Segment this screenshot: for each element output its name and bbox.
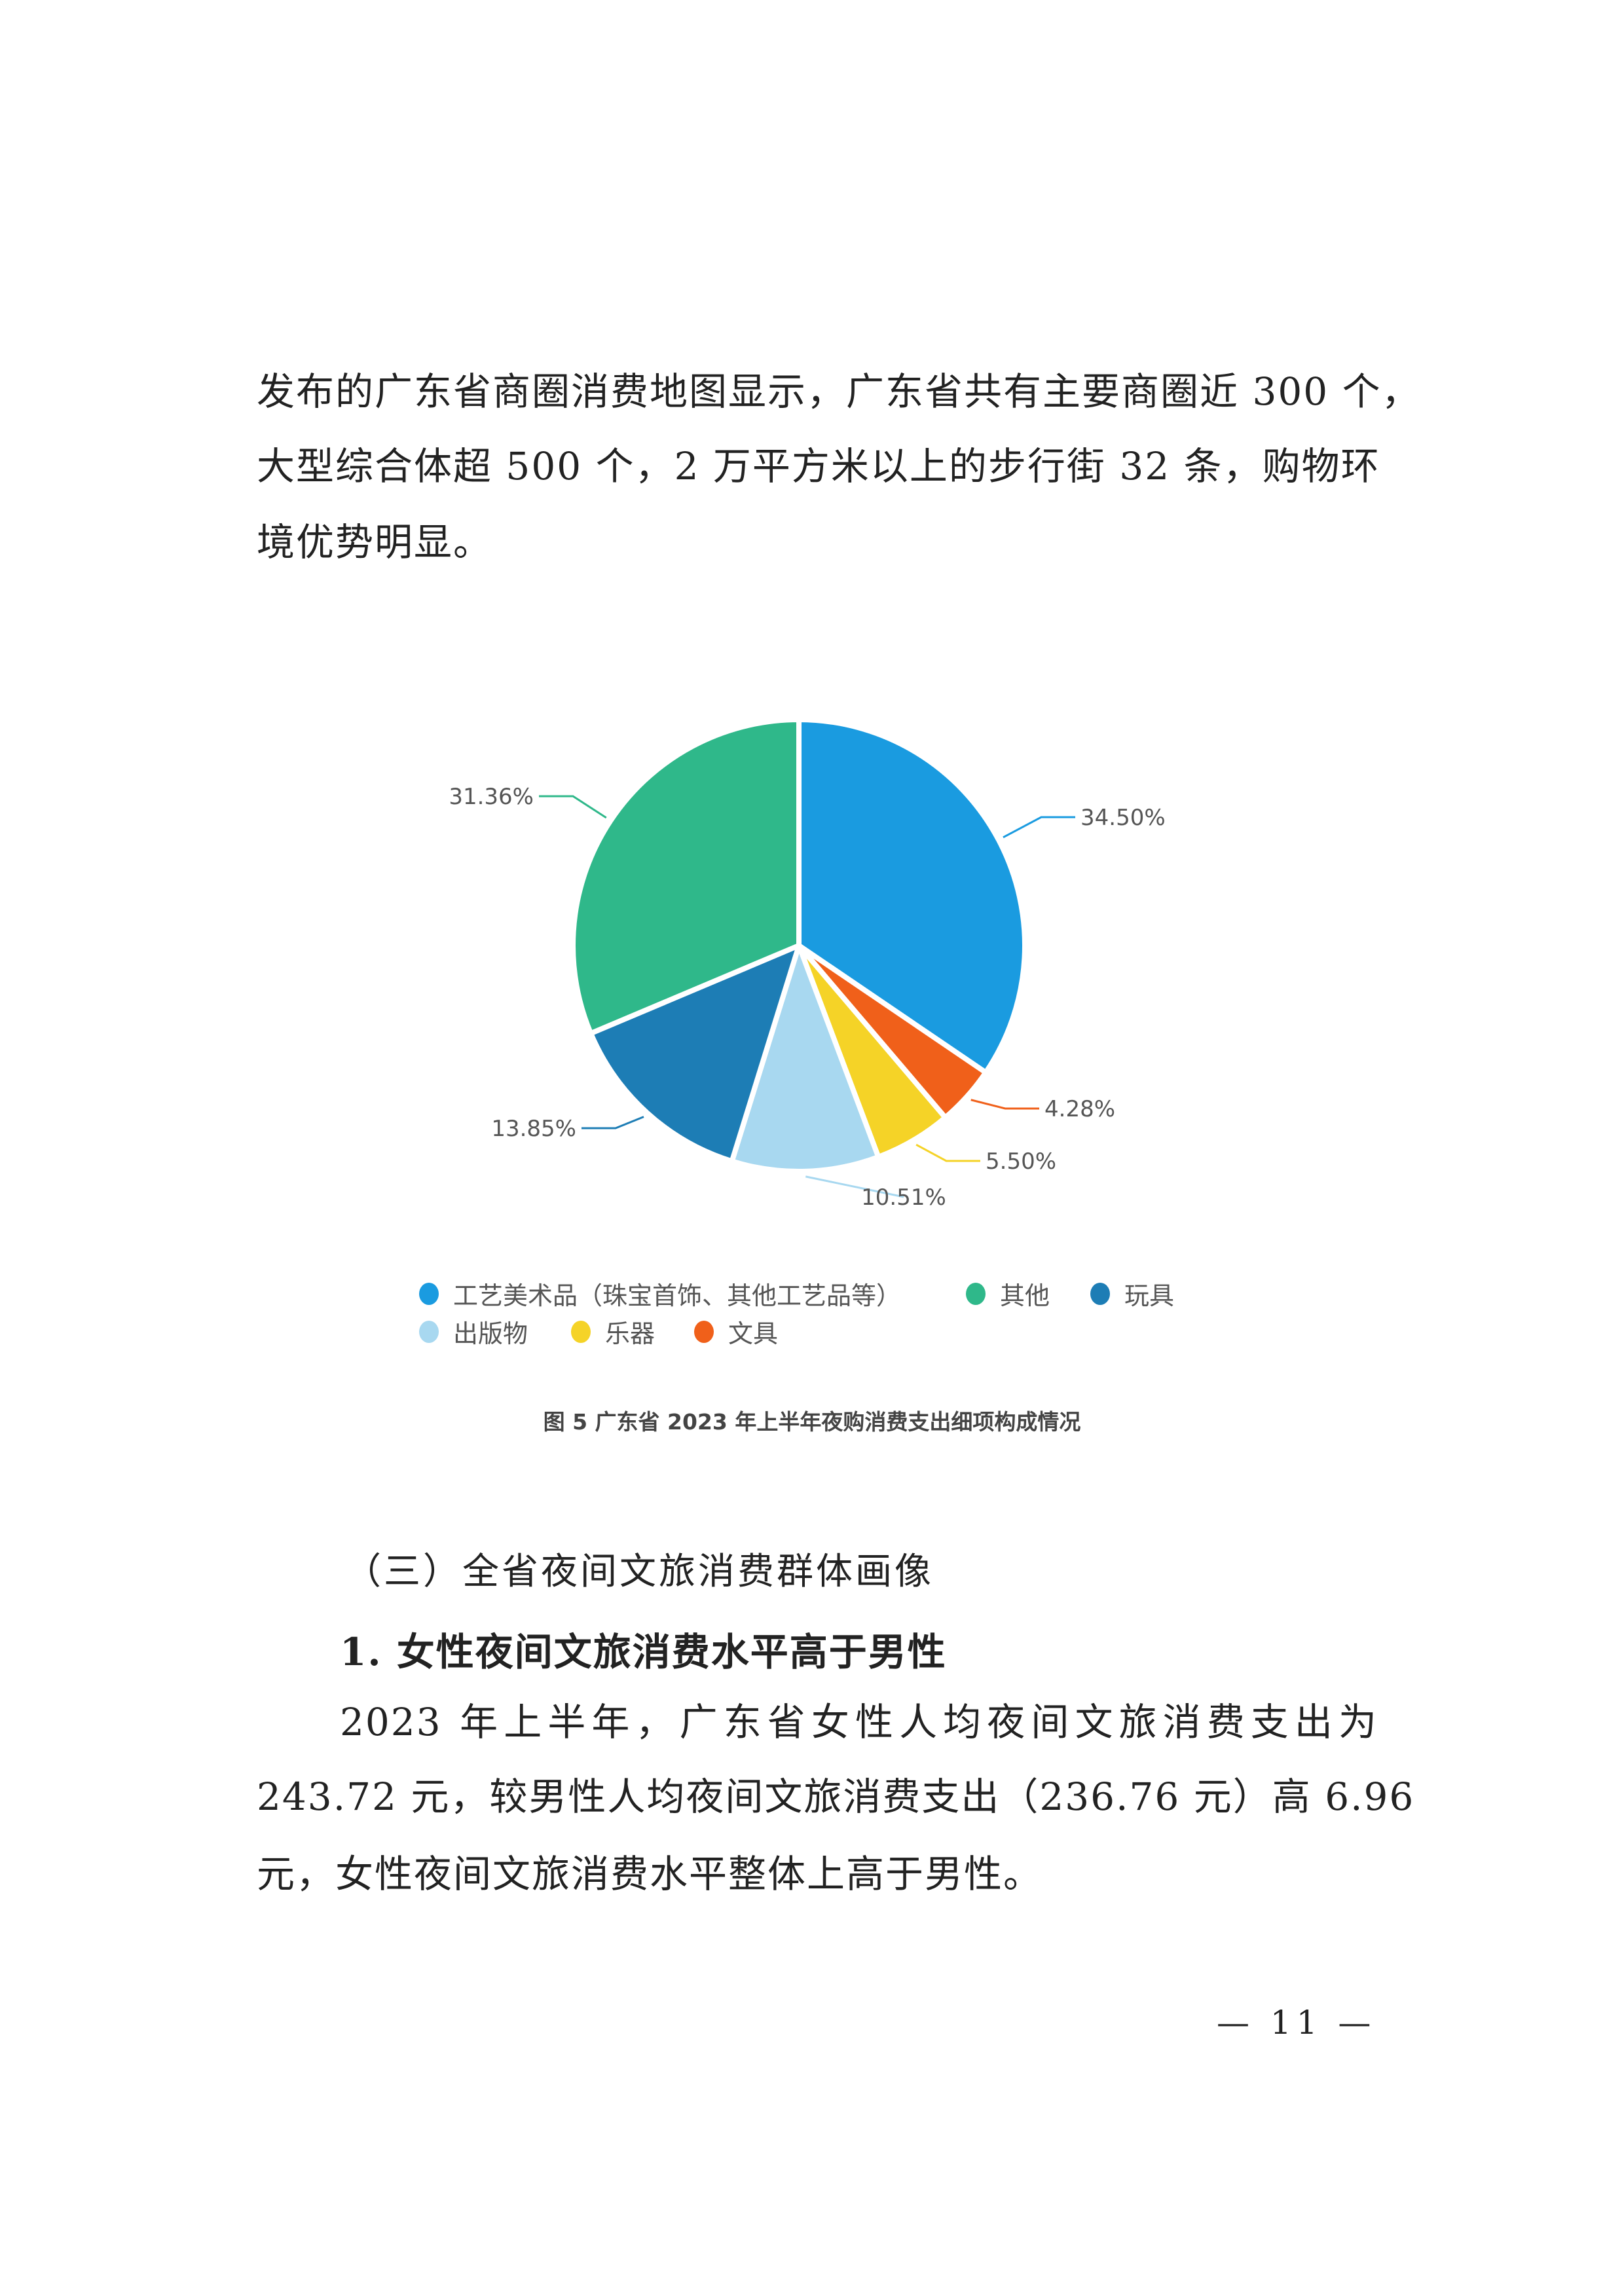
legend-label: 工艺美术品（珠宝首饰、其他工艺品等） [453,1281,902,1310]
figure-caption: 图 5 广东省 2023 年上半年夜购消费支出细项构成情况 [543,1409,1081,1435]
data-label: 31.36% [449,784,534,810]
data-label: 5.50% [986,1148,1056,1175]
text-line: 发布的广东省商圈消费地图显示，广东省共有主要商圈近 300 个， [257,369,1421,414]
legend-item: 出版物 [419,1313,528,1349]
legend-label: 文具 [728,1319,779,1348]
legend-item: 文具 [694,1313,778,1349]
legend-item: 玩具 [1090,1276,1174,1312]
legend-swatch [419,1320,439,1343]
leader-line [581,1116,644,1129]
page-number: — 11 — [1217,2004,1376,2042]
data-label: 10.51% [861,1184,946,1211]
leader-line [539,795,607,819]
legend-swatch [966,1282,986,1305]
text-line: 境优势明显。 [257,520,493,564]
text-line: 2023 年上半年，广东省女性人均夜间文旅消费支出为 [340,1700,1378,1744]
legend-swatch [571,1320,591,1343]
legend-swatch [694,1320,714,1343]
legend-swatch [1090,1282,1110,1305]
text-line: 元，女性夜间文旅消费水平整体上高于男性。 [257,1852,1043,1896]
legend-swatch [419,1282,439,1305]
legend-item: 乐器 [571,1313,655,1349]
legend-label: 其他 [1000,1281,1050,1310]
legend-item: 其他 [966,1276,1050,1312]
leader-line [1003,816,1075,839]
legend-label: 出版物 [453,1319,528,1348]
pie-slice [570,717,802,1037]
text-line: 大型综合体超 500 个，2 万平方米以上的步行街 32 条，购物环 [257,444,1380,488]
legend-label: 乐器 [605,1319,655,1348]
pie-slice [729,943,881,1174]
pie-slice [588,943,802,1164]
leader-line [915,1143,980,1162]
text-line: 243.72 元，较男性人均夜间文旅消费支出（236.76 元）高 6.96 [257,1774,1415,1819]
pie-slice [796,717,1027,1075]
pie-chart: 34.50% 4.28% 5.50% 10.51% 13.85% 31.36% [449,717,1166,1211]
leader-line [805,1175,904,1198]
leader-line [970,1099,1039,1110]
section-heading: （三）全省夜间文旅消费群体画像 [344,1551,934,1593]
data-label: 4.28% [1044,1096,1115,1122]
data-label: 34.50% [1080,805,1166,831]
legend-item: 工艺美术品（珠宝首饰、其他工艺品等） [419,1276,901,1312]
section-subheading: 1. 女性夜间文旅消费水平高于男性 [340,1630,947,1674]
data-label: 13.85% [491,1116,576,1142]
legend-label: 玩具 [1124,1281,1175,1310]
